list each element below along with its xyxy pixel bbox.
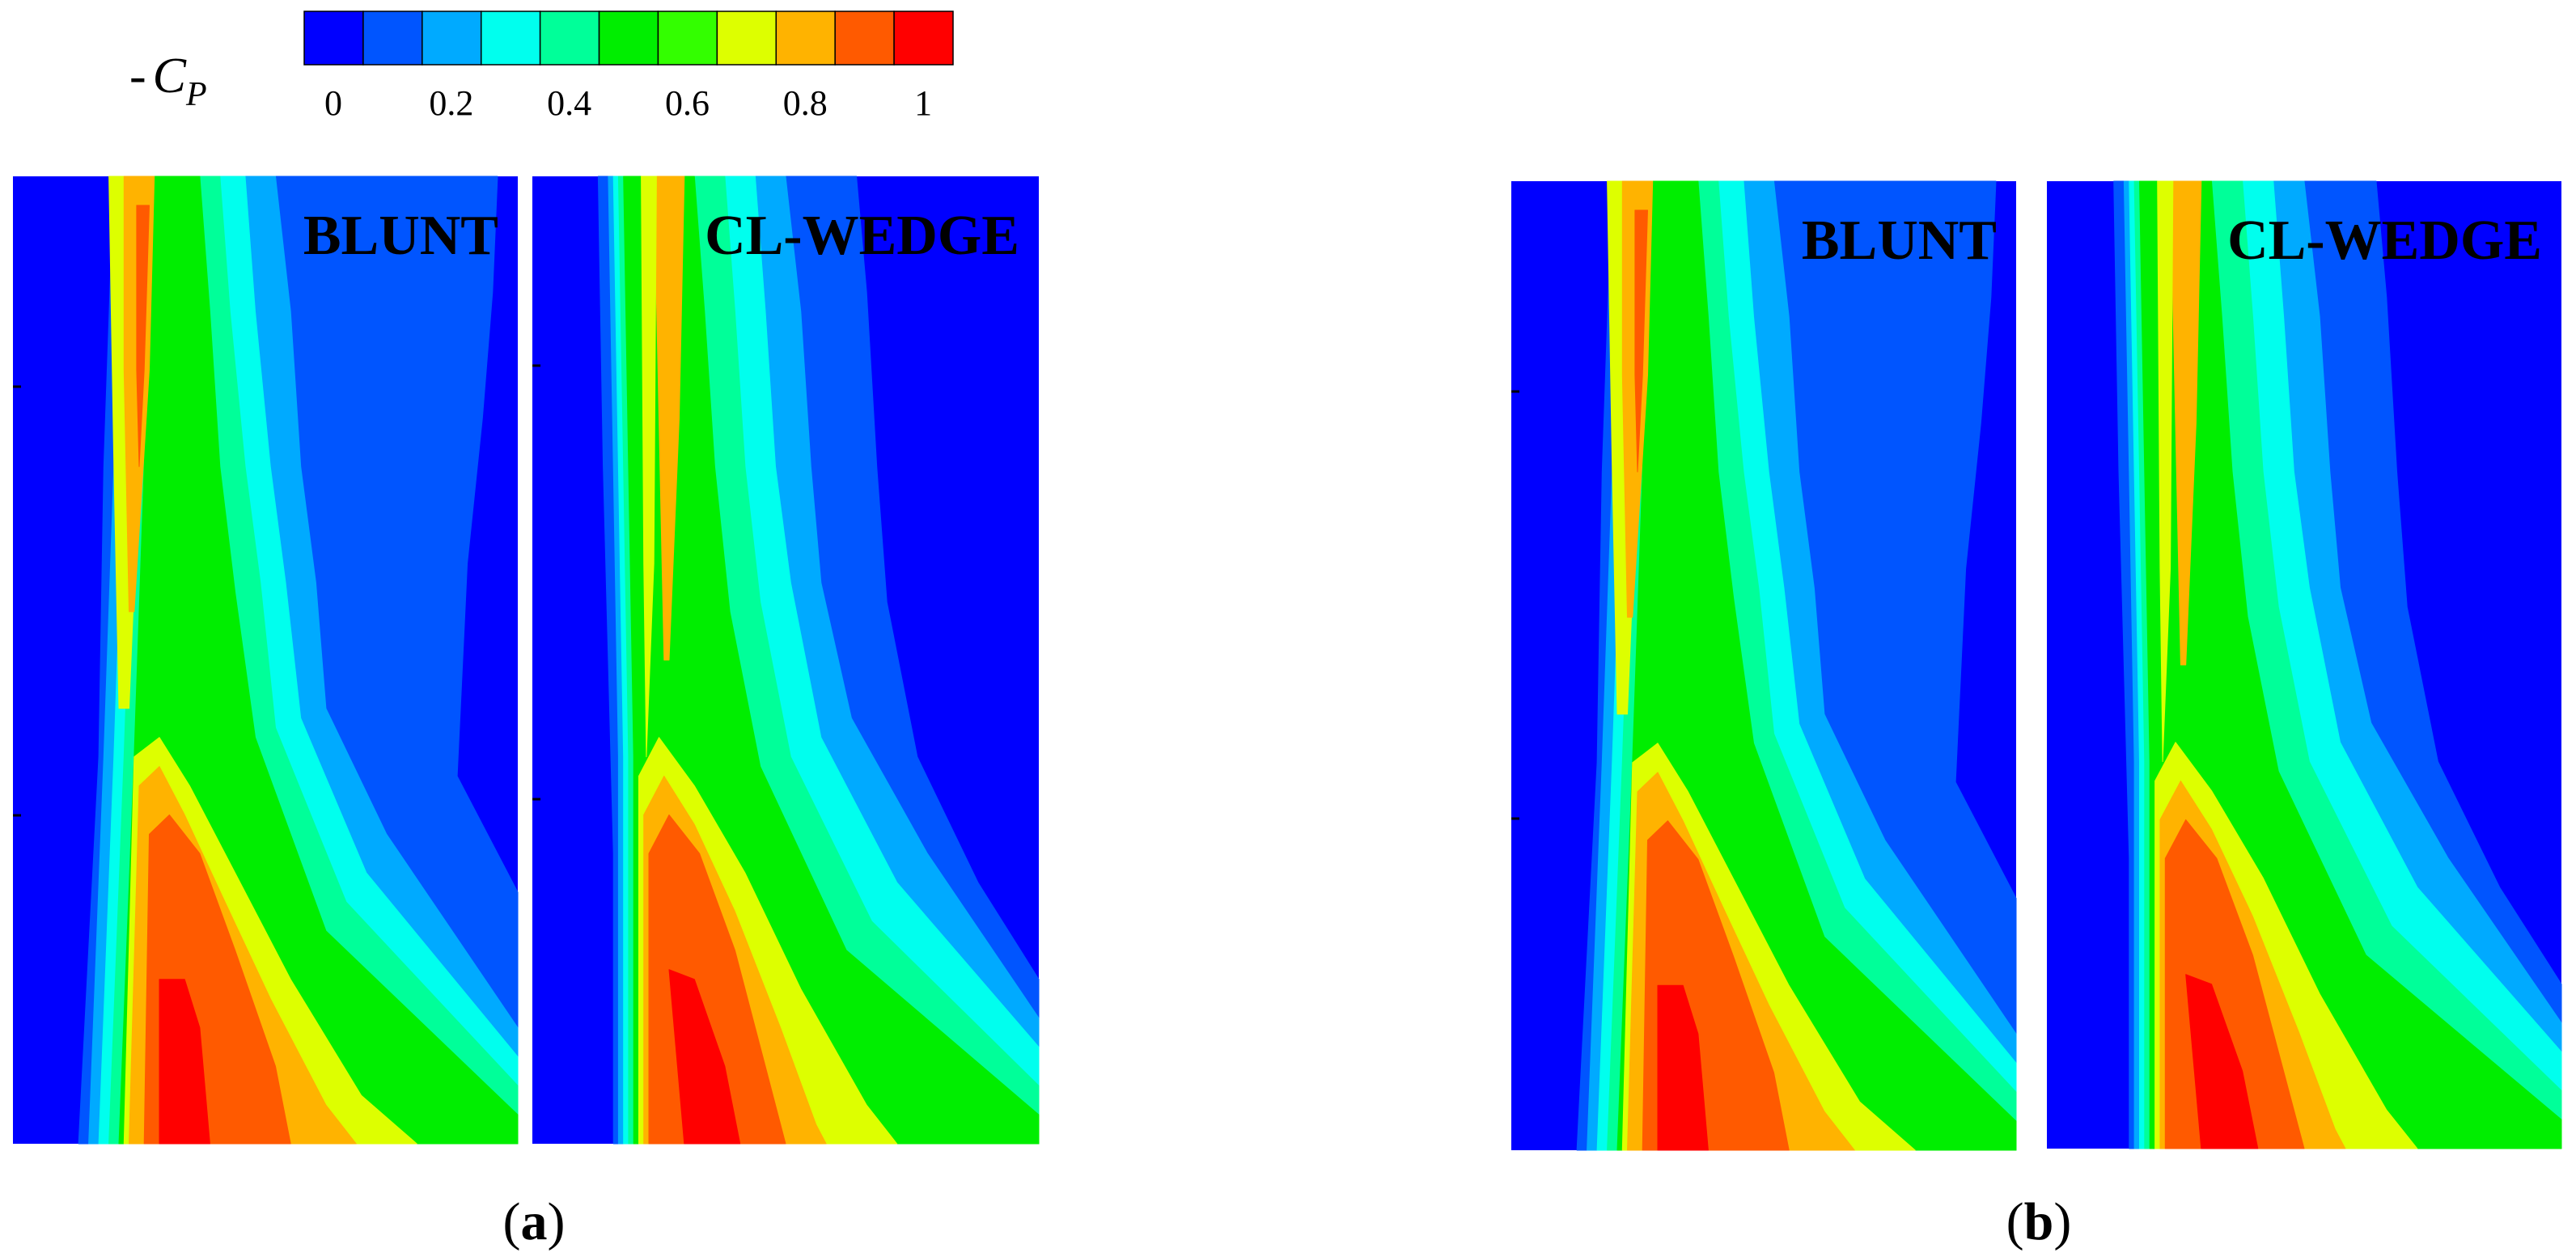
colorbar-level-9 <box>834 11 895 66</box>
panel-label-b: (b) <box>2006 1192 2072 1251</box>
contour-band-level-7 <box>641 176 657 758</box>
colorbar-level-0 <box>303 11 364 66</box>
colorbar-tick-label: 0.4 <box>547 83 591 123</box>
contour-plot: BLUNT <box>1511 180 2017 1151</box>
contour-band-level-9 <box>136 205 150 468</box>
colorbar-level-4 <box>539 11 600 66</box>
colorbar-level-10 <box>893 11 954 66</box>
contour-plot: CL-WEDGE <box>532 176 1040 1145</box>
contour-band-level-9 <box>1634 210 1648 472</box>
colorbar-tick-label: 1 <box>914 83 932 123</box>
contour-band-level-7 <box>2157 180 2174 763</box>
colorbar-level-8 <box>775 11 836 66</box>
contour-band-level-10 <box>159 979 210 1145</box>
colorbar-level-5 <box>598 11 659 66</box>
colorbar-tick-label: 0.6 <box>665 83 710 123</box>
colorbar-level-6 <box>657 11 718 66</box>
colorbar <box>303 11 954 66</box>
plot-title: BLUNT <box>1802 210 1997 272</box>
contour-band-level-8 <box>2170 180 2202 666</box>
contour-plot: CL-WEDGE <box>2047 180 2562 1149</box>
plot-title: BLUNT <box>303 205 498 267</box>
colorbar-tick-label: 0 <box>324 83 342 123</box>
colorbar-legend: - CP 0 0.2 0.4 0.6 0.8 1 <box>129 11 954 123</box>
colorbar-tick-label: 0.8 <box>783 83 828 123</box>
panel-label-a: (a) <box>503 1192 566 1251</box>
colorbar-level-1 <box>362 11 423 66</box>
contour-panels: BLUNT CL-WEDGE BLUNT CL-WEDGE <box>13 176 2562 1151</box>
colorbar-label: - CP <box>129 49 207 113</box>
contour-plot: BLUNT <box>13 176 519 1145</box>
colorbar-level-2 <box>422 11 482 66</box>
contour-band-level-10 <box>2185 974 2259 1149</box>
contour-band-level-8 <box>653 176 685 661</box>
contour-band-level-10 <box>1657 984 1709 1151</box>
colorbar-level-3 <box>480 11 541 66</box>
contour-band-level-10 <box>668 969 741 1145</box>
colorbar-ticks: 0 0.2 0.4 0.6 0.8 1 <box>324 83 932 123</box>
plot-title: CL-WEDGE <box>705 205 1019 267</box>
plot-title: CL-WEDGE <box>2227 210 2542 272</box>
colorbar-tick-label: 0.2 <box>429 83 473 123</box>
colorbar-level-7 <box>716 11 777 66</box>
